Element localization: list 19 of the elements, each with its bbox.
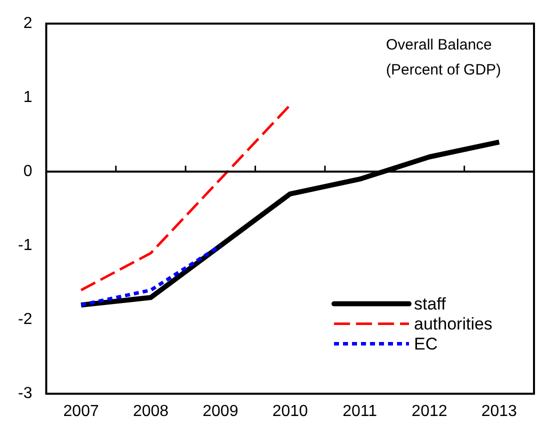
legend-label: authorities — [414, 314, 492, 334]
y-tick-label: -3 — [18, 385, 32, 402]
x-tick-label: 2013 — [481, 402, 518, 420]
legend-label: staff — [414, 294, 446, 314]
x-tick-label: 2008 — [132, 402, 169, 420]
annotation: Overall Balance — [386, 36, 492, 54]
x-tick-label: 2009 — [202, 402, 238, 420]
line-series — [80, 104, 292, 292]
x-tick-label: 2010 — [272, 402, 308, 420]
y-tick-label: -2 — [18, 311, 32, 328]
y-tick-label: 0 — [23, 163, 32, 180]
y-tick-label: 2 — [23, 15, 32, 32]
legend-label: EC — [414, 334, 438, 354]
y-tick-label: -1 — [18, 237, 32, 254]
annotation: (Percent of GDP) — [386, 62, 502, 79]
x-tick-label: 2011 — [342, 402, 378, 420]
y-tick-label: 1 — [23, 89, 32, 106]
x-tick-label: 2012 — [412, 402, 448, 420]
x-tick-label: 2007 — [63, 402, 99, 420]
